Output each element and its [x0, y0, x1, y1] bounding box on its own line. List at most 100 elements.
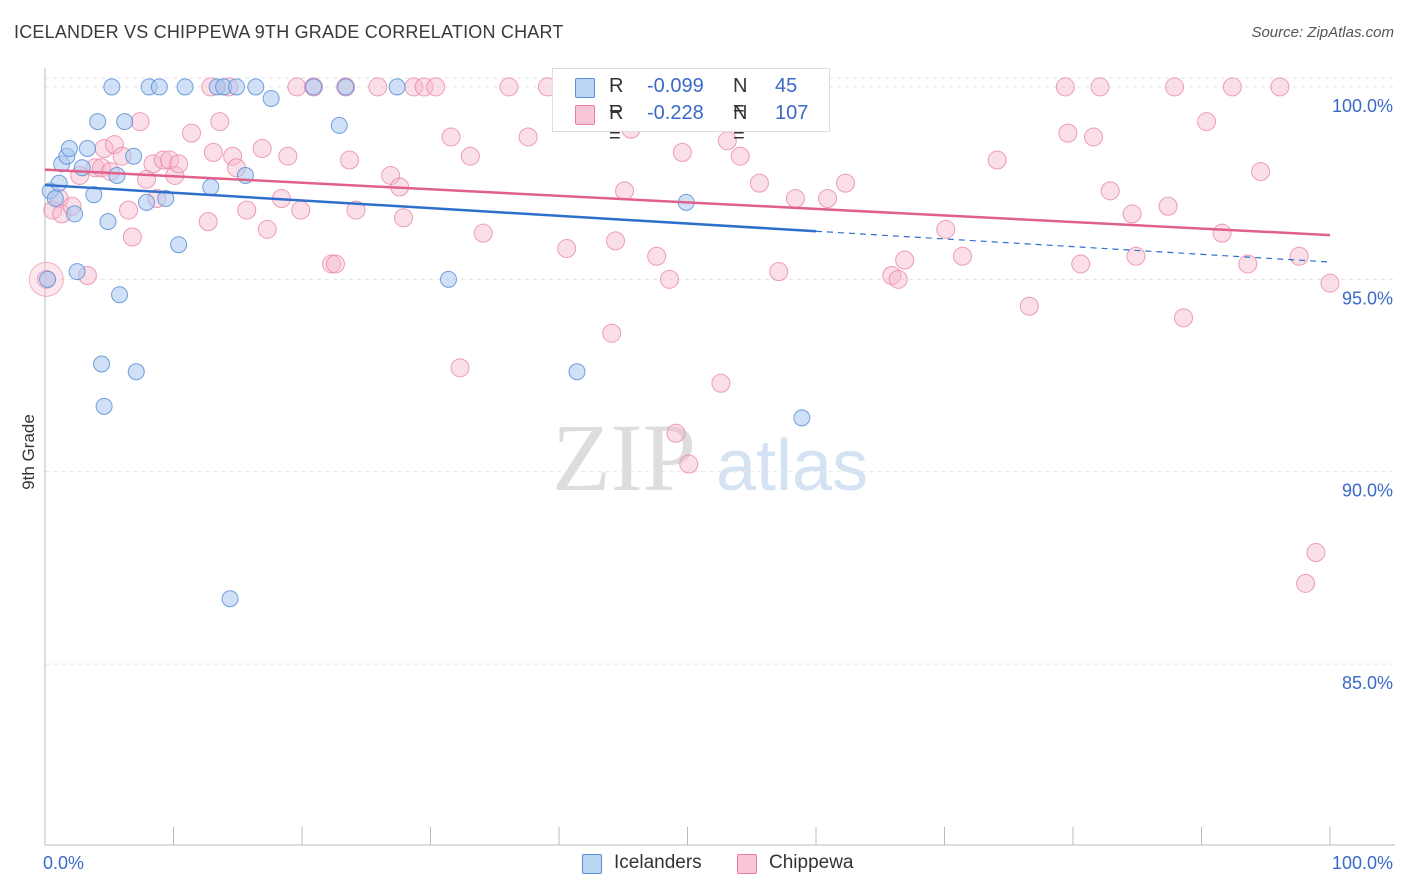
chippewa-point: [325, 254, 345, 274]
chippewa-point: [1174, 308, 1194, 328]
chippewa-point: [441, 127, 461, 147]
chippewa-point: [1158, 196, 1178, 216]
chippewa-point: [730, 146, 750, 166]
icelanders-trend-extension: [815, 230, 1331, 263]
icelanders-point: [46, 190, 64, 208]
chart-title: ICELANDER VS CHIPPEWA 9TH GRADE CORRELAT…: [14, 22, 564, 42]
icelanders-point: [60, 140, 78, 158]
trend-lines: [44, 168, 1331, 263]
chippewa-point: [426, 77, 446, 97]
watermark-atlas: atlas: [716, 426, 868, 506]
icelanders-point: [227, 78, 245, 96]
icelanders-point: [262, 89, 280, 107]
chippewa-point: [518, 127, 538, 147]
icelanders-point: [305, 78, 323, 96]
icelanders-point: [85, 186, 103, 204]
chippewa-point: [223, 146, 243, 166]
chippewa-point: [210, 112, 230, 132]
y-tick-label: 90.0%: [1342, 481, 1393, 501]
zipatlas-watermark: ZIP atlas: [552, 404, 868, 511]
y-tick-label: 95.0%: [1342, 288, 1393, 308]
chippewa-point: [888, 269, 908, 289]
chippewa-point: [119, 200, 139, 220]
chippewa-point: [198, 212, 218, 232]
chippewa-point: [473, 223, 493, 243]
chippewa-point: [936, 219, 956, 239]
chippewa-point: [785, 189, 805, 209]
y-tick-label: 85.0%: [1342, 673, 1393, 693]
icelanders-point: [221, 590, 239, 608]
chippewa-points: [28, 77, 1340, 593]
chippewa-point: [252, 139, 272, 159]
chippewa-point: [660, 269, 680, 289]
chippewa-point: [460, 146, 480, 166]
chippewa-point: [1100, 181, 1120, 201]
icelanders-point: [793, 409, 811, 427]
chippewa-point: [666, 423, 686, 443]
icelanders-point: [95, 397, 113, 415]
icelanders-point: [93, 355, 111, 373]
chippewa-point: [130, 112, 150, 132]
chippewa-point: [346, 200, 366, 220]
chippewa-point: [169, 154, 189, 174]
chippewa-point: [1270, 77, 1290, 97]
chippewa-point: [952, 246, 972, 266]
x-tick-label: 100.0%: [1332, 853, 1393, 873]
chippewa-point: [1320, 273, 1340, 293]
chippewa-point: [278, 146, 298, 166]
chippewa-point: [368, 77, 388, 97]
icelanders-point: [78, 140, 96, 158]
chippewa-point: [287, 77, 307, 97]
icelanders-legend-swatch: [582, 854, 602, 874]
icelanders-point: [116, 113, 134, 131]
icelanders-point: [39, 270, 57, 288]
icelanders-point: [103, 78, 121, 96]
chippewa-point: [895, 250, 915, 270]
chippewa-point: [257, 219, 277, 239]
chippewa-point: [1197, 112, 1217, 132]
icelanders-point: [330, 116, 348, 134]
icelanders-point: [73, 159, 91, 177]
chippewa-point: [1058, 123, 1078, 143]
chippewa-point: [1165, 77, 1185, 97]
icelanders-point: [337, 78, 355, 96]
icelanders-point: [125, 147, 143, 165]
gridlines: [45, 77, 1395, 665]
icelanders-point: [439, 270, 457, 288]
chippewa-point: [291, 200, 311, 220]
icelanders-point: [50, 174, 68, 192]
chippewa-point: [394, 208, 414, 228]
chippewa-point: [1090, 77, 1110, 97]
icelanders-point: [388, 78, 406, 96]
chippewa-legend-swatch: [737, 854, 757, 874]
y-tick-label: 100.0%: [1332, 96, 1393, 116]
r-label: R =: [609, 102, 624, 147]
icelanders-point: [247, 78, 265, 96]
chippewa-point: [606, 231, 626, 251]
icelanders-point: [170, 236, 188, 254]
icelanders-point: [111, 286, 129, 304]
source-credit: Source: ZipAtlas.com: [1251, 24, 1394, 41]
chippewa-point: [711, 373, 731, 393]
chippewa-point: [836, 173, 856, 193]
chippewa-point: [1296, 573, 1316, 593]
icelanders-point: [138, 193, 156, 211]
chippewa-point: [237, 200, 257, 220]
icelanders-point: [157, 190, 175, 208]
y-axis-label: 9th Grade: [19, 414, 38, 490]
icelanders-point: [176, 78, 194, 96]
chippewa-point: [987, 150, 1007, 170]
icelanders-point: [66, 205, 84, 223]
chippewa-point: [749, 173, 769, 193]
r-label: R =: [609, 75, 624, 120]
chippewa-point: [615, 181, 635, 201]
chippewa-point: [1126, 246, 1146, 266]
icelanders-point: [127, 363, 145, 381]
chippewa-point: [1306, 543, 1326, 563]
chippewa-point: [340, 150, 360, 170]
chippewa-point: [1289, 246, 1309, 266]
chippewa-point: [557, 239, 577, 259]
chippewa-trend-line: [44, 168, 1331, 237]
n-label: N =: [733, 75, 748, 120]
